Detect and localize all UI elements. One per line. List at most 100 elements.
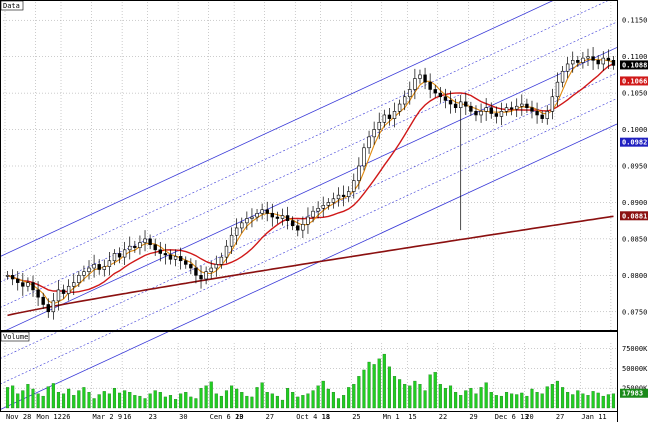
candle-body — [275, 216, 280, 219]
volume-panel-title-box — [0, 331, 30, 342]
candle-body — [214, 264, 219, 269]
candle-body — [357, 165, 361, 181]
volume-bar — [392, 376, 397, 409]
candle-body — [87, 267, 91, 272]
price-tick-label: 0.0800 — [622, 272, 647, 280]
candle-body — [586, 56, 590, 59]
value-tags: 0.1088 0.1066 0.0982 0.0881 17983 — [620, 60, 648, 398]
candle-body — [194, 267, 198, 276]
candle-body — [31, 282, 35, 291]
candle-body — [565, 63, 570, 72]
candle-body — [46, 304, 50, 313]
candle-body — [41, 296, 45, 305]
candle-body — [138, 242, 142, 248]
volume-bar — [336, 398, 341, 409]
volume-bar — [428, 374, 432, 409]
candle-body — [453, 103, 458, 108]
candle-body — [571, 60, 575, 65]
volume-bar — [357, 376, 361, 409]
volume-bar — [372, 364, 376, 409]
candle-body — [184, 260, 188, 265]
volume-bar — [566, 391, 570, 409]
volume-bar — [67, 388, 71, 409]
candle-body — [178, 256, 183, 262]
volume-bar — [499, 395, 503, 409]
time-tick-label: 15 — [408, 413, 416, 421]
volume-axis[interactable]: 75000K 50000K 25000K — [622, 345, 648, 393]
candle-body — [21, 282, 25, 287]
volume-bar — [418, 384, 422, 409]
time-tick-label: 22 — [439, 413, 447, 421]
volume-bar — [306, 393, 310, 409]
volume-bar — [179, 393, 183, 409]
volume-bar — [413, 380, 417, 409]
volume-bar — [382, 353, 386, 409]
price-panel-title: Data — [3, 2, 20, 10]
time-tick-label: Mon 12 — [37, 413, 62, 421]
time-tick-label: 23 — [149, 413, 157, 421]
volume-bar — [92, 398, 96, 409]
candle-body — [189, 264, 193, 269]
ma-long-line — [7, 215, 614, 317]
price-tick-label: 0.0850 — [622, 235, 647, 243]
volume-bar — [377, 358, 381, 409]
volume-bar — [189, 396, 193, 409]
candle-body — [199, 275, 203, 280]
volume-bar — [530, 388, 534, 409]
channel-line — [0, 47, 618, 334]
time-tick-label: 26 — [62, 413, 70, 421]
candle-body — [255, 213, 259, 218]
candle-body — [504, 107, 509, 112]
candle-body — [82, 271, 86, 276]
channel-dotted-line — [0, 72, 618, 359]
candle-body — [550, 96, 555, 112]
volume-bar — [138, 395, 142, 409]
regression-channel — [0, 0, 618, 411]
volume-bar — [199, 388, 203, 409]
volume-bar — [296, 396, 300, 409]
tag-ma-mid: 0.1066 — [622, 77, 647, 85]
time-tick-label: Cen 6 13 — [210, 413, 244, 421]
volume-bar — [438, 384, 442, 409]
candle-body — [499, 111, 504, 117]
volume-bar — [174, 399, 178, 409]
candle-body — [341, 194, 346, 197]
candle-body — [290, 220, 295, 227]
candle-body — [346, 191, 351, 197]
candle-body — [392, 111, 397, 119]
candle-body — [311, 210, 315, 218]
candle-body — [413, 78, 417, 90]
candle-body — [321, 205, 325, 209]
volume-bar — [611, 393, 616, 409]
candle-body — [301, 224, 305, 231]
candle-body — [97, 264, 101, 270]
volume-bar — [331, 391, 335, 409]
volume-bar — [469, 388, 473, 409]
candle-body — [545, 111, 549, 119]
candle-body — [372, 129, 376, 138]
candle-body — [280, 215, 285, 219]
candle-body — [387, 114, 392, 119]
candle-body — [464, 101, 468, 107]
candle-body — [418, 74, 422, 79]
price-axis[interactable]: 0.1150 0.1100 0.1050 0.1000 0.0950 0.0900 0.08… — [622, 17, 647, 317]
volume-bar — [51, 383, 55, 409]
candle-body — [77, 275, 81, 283]
channel-dotted-line — [0, 98, 618, 385]
candle-body — [163, 253, 168, 256]
candle-body — [336, 194, 341, 200]
volume-bar — [464, 390, 468, 409]
volume-bar — [591, 391, 595, 409]
channel-line — [0, 0, 556, 257]
candle-body — [402, 96, 407, 105]
time-tick-label: Nov 28 — [6, 413, 31, 421]
volume-bar — [571, 394, 575, 409]
volume-bar — [367, 361, 371, 409]
candlesticks — [5, 47, 616, 320]
volume-bar — [550, 384, 554, 409]
volume-bar — [235, 388, 239, 409]
